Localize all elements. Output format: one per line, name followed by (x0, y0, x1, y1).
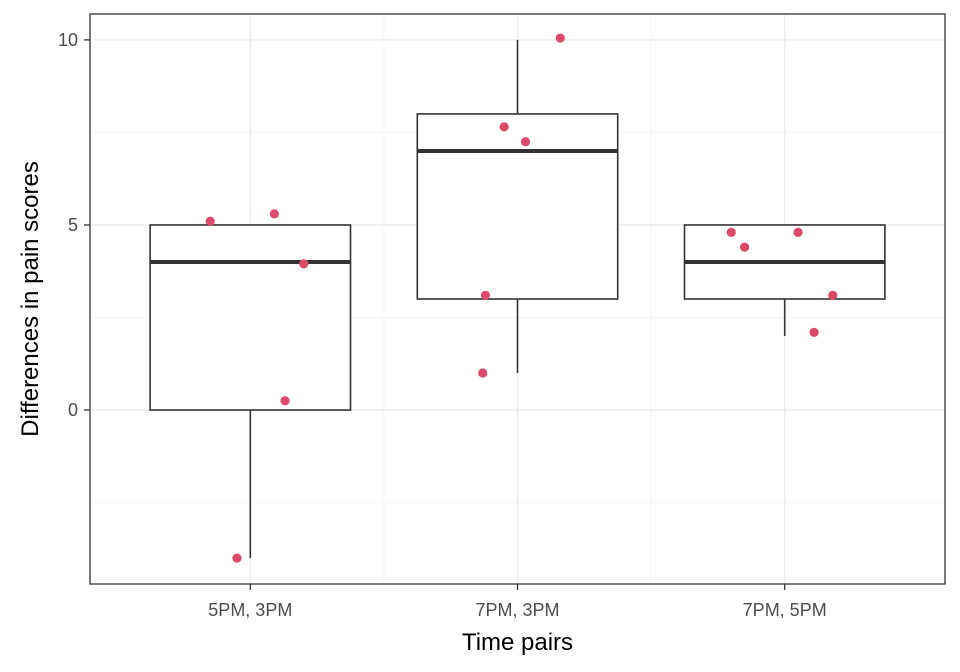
x-tick-label: 7PM, 3PM (475, 600, 559, 620)
data-point (232, 553, 242, 563)
data-point (793, 227, 803, 237)
box (416, 39, 619, 374)
box-iqr (416, 113, 619, 300)
data-point (740, 242, 750, 252)
y-tick-label: 10 (58, 30, 78, 50)
data-point (299, 259, 309, 269)
data-point (828, 290, 838, 300)
data-point (205, 216, 215, 226)
data-point (480, 290, 491, 300)
box-layer (149, 39, 886, 559)
x-axis-title: Time pairs (462, 629, 573, 656)
data-point (520, 137, 531, 147)
data-point (478, 368, 488, 378)
data-point (555, 33, 565, 43)
y-axis-title: Differences in pain scores (17, 161, 44, 437)
data-point (499, 122, 509, 132)
y-tick-label: 5 (68, 215, 78, 235)
box (683, 224, 886, 337)
x-axis: 5PM, 3PM 7PM, 3PM 7PM, 5PM (208, 584, 827, 620)
x-tick-label: 5PM, 3PM (208, 600, 292, 620)
data-point (269, 209, 279, 219)
data-point (809, 327, 819, 337)
y-axis: 0 5 10 (58, 30, 90, 420)
box (149, 224, 352, 559)
box-iqr (149, 224, 352, 411)
x-tick-label: 7PM, 5PM (743, 600, 827, 620)
data-point (726, 227, 736, 237)
data-point (280, 396, 290, 406)
point-layer (205, 33, 838, 563)
y-tick-label: 0 (68, 400, 78, 420)
